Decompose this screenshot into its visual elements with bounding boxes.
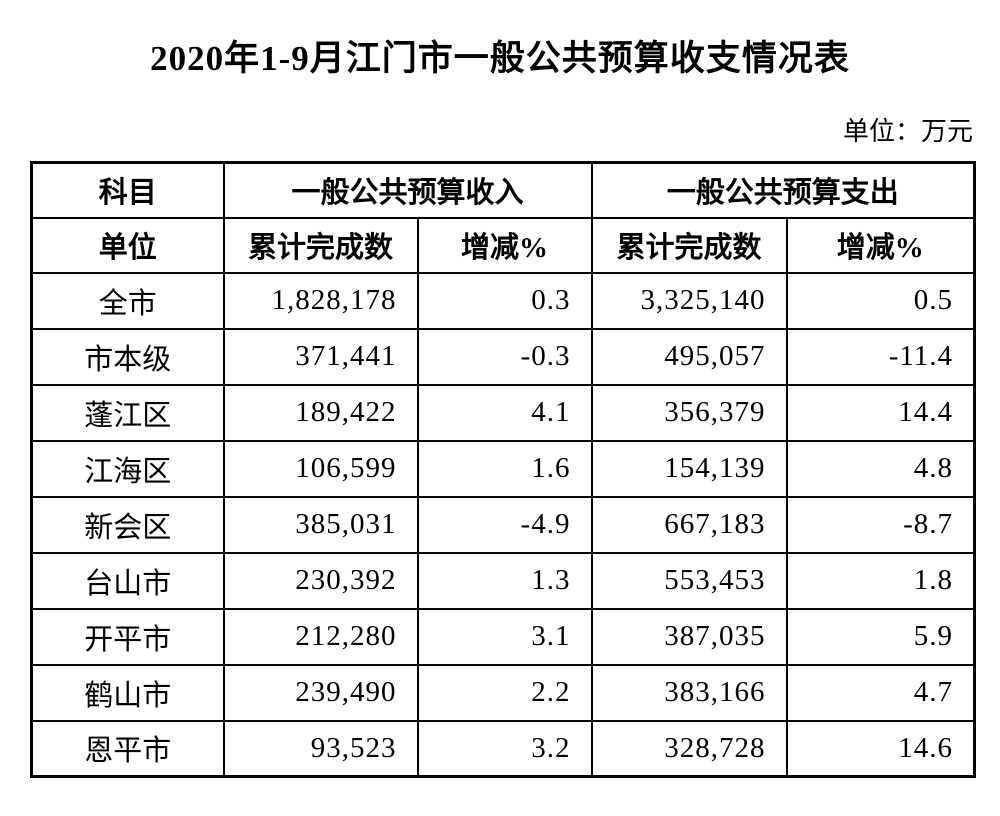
row-name-cell: 开平市 [30,607,225,666]
revenue-change-cell: 1.3 [416,551,593,610]
expenditure-change-cell: 0.5 [785,271,976,330]
header-subject-cell: 科目 [30,161,225,219]
row-name-cell: 鹤山市 [30,663,225,722]
unit-label: 单位：万元 [842,117,973,146]
table-row: 开平市 212,280 3.1 387,035 5.9 [30,607,976,666]
revenue-change-cell: 2.2 [416,663,593,722]
row-name-cell: 台山市 [30,551,225,610]
header-revenue-group-cell: 一般公共预算收入 [222,161,593,219]
expenditure-change-cell: 14.6 [785,719,976,778]
expenditure-cell: 3,325,140 [590,271,788,330]
budget-table: 科目 一般公共预算收入 一般公共预算支出 单位 累计完成数 增减% 累计完成数 … [30,161,977,778]
row-name-cell: 恩平市 [30,719,225,778]
header-expenditure-group-cell: 一般公共预算支出 [590,161,976,219]
row-name-cell: 江海区 [30,439,225,498]
header-expenditure-total-cell: 累计完成数 [590,216,788,274]
table-row: 全市 1,828,178 0.3 3,325,140 0.5 [30,271,976,330]
expenditure-change-cell: 5.9 [785,607,976,666]
table-row: 台山市 230,392 1.3 553,453 1.8 [30,551,976,610]
header-expenditure-change-cell: 增减% [785,216,976,274]
expenditure-cell: 356,379 [590,383,788,442]
expenditure-change-cell: 14.4 [785,383,976,442]
expenditure-change-cell: -8.7 [785,495,976,554]
row-name-cell: 市本级 [30,327,225,386]
revenue-change-cell: -4.9 [416,495,593,554]
expenditure-cell: 387,035 [590,607,788,666]
header-group-row: 科目 一般公共预算收入 一般公共预算支出 [30,161,976,219]
header-columns-row: 单位 累计完成数 增减% 累计完成数 增减% [30,216,976,274]
revenue-change-cell: -0.3 [416,327,593,386]
expenditure-cell: 383,166 [590,663,788,722]
revenue-change-cell: 1.6 [416,439,593,498]
revenue-cell: 212,280 [222,607,419,666]
row-name-cell: 全市 [30,271,225,330]
header-revenue-change-cell: 增减% [416,216,593,274]
table-row: 江海区 106,599 1.6 154,139 4.8 [30,439,976,498]
revenue-change-cell: 3.2 [416,719,593,778]
expenditure-cell: 328,728 [590,719,788,778]
revenue-cell: 189,422 [222,383,419,442]
expenditure-change-cell: 4.7 [785,663,976,722]
table-row: 新会区 385,031 -4.9 667,183 -8.7 [30,495,976,554]
header-unit-cell: 单位 [30,216,225,274]
table-header: 科目 一般公共预算收入 一般公共预算支出 单位 累计完成数 增减% 累计完成数 … [30,161,976,274]
expenditure-change-cell: -11.4 [785,327,976,386]
revenue-cell: 230,392 [222,551,419,610]
row-name-cell: 新会区 [30,495,225,554]
revenue-cell: 106,599 [222,439,419,498]
revenue-cell: 1,828,178 [222,271,419,330]
revenue-change-cell: 0.3 [416,271,593,330]
expenditure-cell: 667,183 [590,495,788,554]
expenditure-cell: 495,057 [590,327,788,386]
table-row: 鹤山市 239,490 2.2 383,166 4.7 [30,663,976,722]
table-row: 蓬江区 189,422 4.1 356,379 14.4 [30,383,976,442]
table-body: 全市 1,828,178 0.3 3,325,140 0.5 市本级 371,4… [30,271,976,778]
expenditure-change-cell: 4.8 [785,439,976,498]
revenue-cell: 371,441 [222,327,419,386]
revenue-cell: 239,490 [222,663,419,722]
table-row: 市本级 371,441 -0.3 495,057 -11.4 [30,327,976,386]
revenue-change-cell: 4.1 [416,383,593,442]
row-name-cell: 蓬江区 [30,383,225,442]
table-row: 恩平市 93,523 3.2 328,728 14.6 [30,719,976,778]
revenue-cell: 385,031 [222,495,419,554]
expenditure-cell: 154,139 [590,439,788,498]
expenditure-change-cell: 1.8 [785,551,976,610]
header-revenue-total-cell: 累计完成数 [222,216,419,274]
revenue-change-cell: 3.1 [416,607,593,666]
revenue-cell: 93,523 [222,719,419,778]
page-title: 2020年1-9月江门市一般公共预算收支情况表 [150,39,850,78]
expenditure-cell: 553,453 [590,551,788,610]
